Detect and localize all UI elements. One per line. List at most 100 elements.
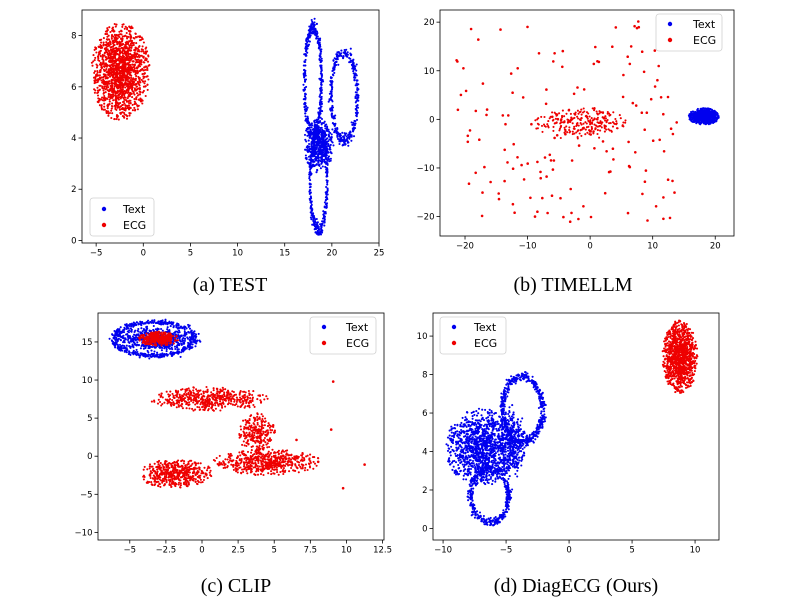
panel-a-ecg-point [103,94,106,98]
panel-c-text-point [160,349,163,352]
panel-a-text-point [329,98,332,101]
panel-b-ecg-point [545,175,548,178]
panel-a-text-point [318,163,321,166]
panel-a-ecg-point [115,98,118,101]
panel-b-ecg-point [607,128,610,131]
panel-b-ecg-point [565,125,568,128]
panel-a-text-point [352,126,355,129]
panel-c-text-point [198,339,201,342]
panel-b-ecg-point [511,202,515,206]
panel-b-ecg-point [554,117,557,120]
panel-a-ecg-point [126,88,129,91]
panel-a-text-point [313,155,316,158]
panel-a-ecg-point [90,61,93,64]
panel-a-text-point [326,189,329,192]
panel-a-ecg-point [114,105,117,108]
panel-a-ecg-point [110,109,113,112]
panel-b-ecg-point [586,117,589,120]
panel-b-ecg-point [622,73,625,77]
panel-a-text-point [339,140,342,143]
panel-a-text-point [325,185,328,189]
panel-a-text-point [323,154,326,157]
panel-a-y-tick-label: 6 [71,83,76,93]
panel-b-ecg-point [552,125,555,128]
panel-a-ecg-point [110,68,113,71]
panel-a-text-point [316,150,319,153]
panel-c-text-point [179,325,183,328]
panel-b-ecg-point [606,118,609,122]
panel-b-ecg-point [569,187,572,191]
panel-a-text-point [345,48,348,51]
panel-c-text-point [135,321,138,324]
panel-c-text-point [125,347,128,350]
panel-a-ecg-point [122,68,126,71]
panel-a-ecg-point [137,55,140,58]
panel-a-ecg-point [107,69,110,72]
panel-a-ecg-point [119,49,122,52]
panel-a-text-point [350,139,353,142]
panel-a-legend-ecg-marker [101,222,107,228]
panel-b-ecg-point [485,108,489,111]
panel-a-ecg-point [93,59,96,62]
panel-c-text-point [151,319,154,322]
panel-b-text-point [710,113,713,116]
panel-a-ecg-point [108,38,111,41]
panel-a-ecg-point [105,63,108,66]
panel-b-legend-ecg-marker [667,37,673,43]
panel-a-text-point [309,189,312,192]
panel-b-ecg-point [567,108,571,112]
panel-a-text-point [317,152,320,155]
panel-a-text-point [323,201,326,204]
panel-a-ecg-point [111,26,115,29]
panel-a-text-point [318,42,321,45]
panel-b-ecg-point [530,122,533,126]
panel-a-text-point [352,130,355,133]
panel-a-ecg-point [112,69,115,72]
panel-b-text-point [691,120,694,123]
panel-a-text-point [322,122,325,125]
panel-a-ecg-point [122,56,125,59]
panel-a-text-point [320,66,323,69]
panel-b-text-point [704,123,707,126]
panel-b-ecg-point [580,117,583,120]
panel-a-ecg-point [139,91,142,94]
panel-a-ecg-point [101,86,104,89]
panel-b-ecg-point [558,127,562,130]
panel-b-ecg-point [533,215,537,218]
panel-a-ecg-point [93,80,96,83]
panel-b-ecg-point [671,132,675,136]
panel-a-ecg-point [125,114,128,117]
panel-a-text-point [311,140,314,143]
panel-a-ecg-point [144,47,147,50]
panel-a-text-point [348,61,351,64]
panel-a-text-point [309,131,312,134]
panel-a-text-point [333,129,336,132]
panel-a-ecg-point [115,58,118,61]
panel-b-ecg-point [594,127,597,130]
panel-b-ecg-point [643,128,646,131]
panel-c-text-point [128,351,131,355]
panel-b-ecg-point [556,117,560,121]
panel-a-ecg-point [119,44,122,47]
panel-a-ecg-point [128,26,131,29]
panel-c-text-point [194,334,197,338]
panel-b-ecg-point [634,151,637,154]
panel-b-x-tick-label: 20 [710,242,721,252]
panel-a-text-point [303,95,306,98]
panel-a-text-point [305,38,308,41]
panel-b-y-tick-label: 20 [424,18,435,28]
panel-a-ecg-point [93,91,96,94]
panel-b-ecg-point [489,180,492,184]
panel-a-text-point [318,144,321,147]
panel-a-text-point [320,91,323,95]
panel-a-ecg-point [131,54,134,58]
panel-a-ecg-point [108,111,112,115]
panel-a-ecg-point [136,66,139,69]
panel-a-text-point [319,61,322,64]
panel-a-text-point [325,205,328,208]
panel-b-ecg-point [612,158,615,161]
panel-a-ecg-point [126,97,129,100]
panel-a-ecg-point [121,52,125,55]
panel-a-ecg-point [104,49,107,52]
panel-b-ecg-point [568,126,571,129]
